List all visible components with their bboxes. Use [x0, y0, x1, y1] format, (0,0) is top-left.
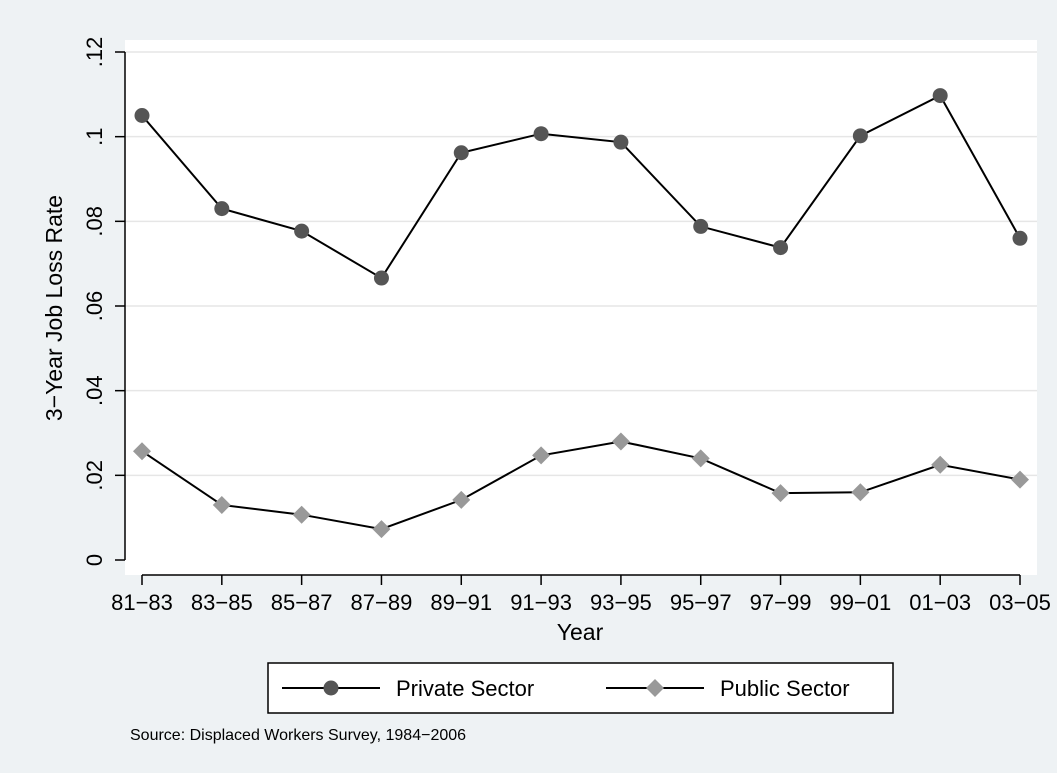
series-public-sector: [133, 432, 1029, 539]
data-point: [134, 108, 150, 123]
plot-area: [125, 40, 1037, 575]
y-tick-label: .12: [82, 37, 107, 68]
series-line: [141, 94, 1021, 280]
y-tick-label: .06: [82, 291, 107, 322]
data-point: [533, 126, 549, 142]
data-point: [292, 505, 311, 524]
x-tick-label: 93−95: [590, 590, 652, 615]
x-tick-label: 83−85: [191, 590, 253, 615]
data-point: [212, 495, 231, 514]
data-point: [773, 240, 789, 256]
data-point: [932, 88, 948, 104]
data-point: [1012, 230, 1028, 246]
legend-public-marker: [646, 679, 664, 697]
series-line: [141, 440, 1021, 531]
data-point: [691, 449, 710, 468]
legend-private-label: Private Sector: [396, 676, 534, 701]
x-tick-label: 95−97: [670, 590, 732, 615]
y-tick-label: .02: [82, 460, 107, 491]
legend-public-label: Public Sector: [720, 676, 850, 701]
x-tick-label: 97−99: [750, 590, 812, 615]
x-tick-label: 89−91: [430, 590, 492, 615]
series-private-sector: [134, 88, 1028, 286]
data-point: [771, 484, 790, 503]
data-point: [611, 432, 630, 451]
source-note: Source: Displaced Workers Survey, 1984−2…: [130, 727, 466, 744]
data-point: [852, 128, 868, 144]
x-tick-label: 99−01: [829, 590, 891, 615]
data-point: [851, 483, 870, 502]
x-tick-label: 87−89: [351, 590, 413, 615]
y-tick-label: .04: [82, 375, 107, 406]
data-point: [532, 446, 551, 465]
x-tick-label: 03−05: [989, 590, 1051, 615]
data-point: [452, 490, 471, 509]
legend-private-marker: [323, 680, 339, 696]
legend: Private Sector Public Sector: [267, 662, 894, 714]
axes: 0 .02 .04 .06 .08 .1 .12 81−83 83−85 85−87 87−89 89…: [82, 37, 1051, 615]
x-tick-label: 91−93: [510, 590, 572, 615]
data-point: [372, 520, 391, 539]
x-axis-title: Year: [557, 619, 604, 645]
data-point: [373, 270, 389, 286]
y-tick-label: .08: [82, 206, 107, 237]
data-point: [693, 218, 709, 234]
x-tick-label: 01−03: [909, 590, 971, 615]
gridlines: [125, 51, 1037, 477]
x-tick-label: 81−83: [111, 590, 173, 615]
y-axis-title: 3−Year Job Loss Rate: [41, 195, 67, 421]
data-point: [214, 201, 230, 217]
data-point: [133, 442, 151, 461]
x-tick-label: 85−87: [271, 590, 333, 615]
data-point: [613, 134, 629, 150]
series-group: [133, 88, 1029, 539]
data-point: [1011, 470, 1029, 489]
data-point: [453, 145, 469, 161]
y-tick-label: .1: [82, 127, 107, 145]
data-point: [931, 455, 950, 474]
data-point: [294, 223, 310, 239]
y-tick-label: 0: [82, 554, 107, 566]
